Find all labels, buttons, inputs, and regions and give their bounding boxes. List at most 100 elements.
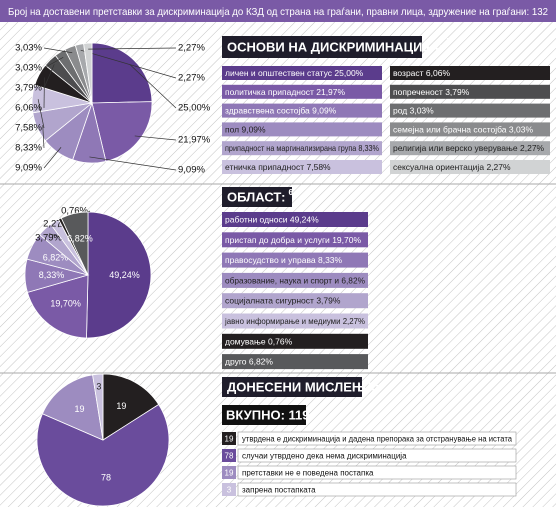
legend-box <box>222 313 368 329</box>
slice-label: 6,82% <box>67 234 93 244</box>
legend-category: работни односи <box>225 215 288 225</box>
slice-label: 2,27% <box>43 219 70 230</box>
legend-value: 2,27% <box>520 143 545 153</box>
leader-line <box>42 125 45 149</box>
legend-value: 8,33% <box>358 143 379 153</box>
slice-label: 3,79% <box>15 83 42 94</box>
legend-category: попреченост <box>393 87 443 97</box>
pie-slice <box>92 373 104 441</box>
legend-label: правосудство и управа 8,33% <box>225 255 343 265</box>
pie-slice <box>36 403 170 507</box>
legend-label: здравствена состојба 9,09% <box>225 106 337 116</box>
footnote-mark: 5 <box>446 37 451 46</box>
legend-category: сексуална ориентација <box>393 162 484 172</box>
legend-value: 6,06% <box>426 68 451 78</box>
pie-slice <box>41 374 104 441</box>
legend-value: 9,09% <box>241 125 266 135</box>
legend-label: припадност на маргинализирана група 8,33… <box>225 143 379 153</box>
legend-value: 19,70% <box>332 235 361 245</box>
legend-text-box <box>237 431 517 446</box>
legend-category: припадност на маргинализирана група <box>225 143 357 153</box>
legend-number-box <box>222 432 236 445</box>
legend-number-box <box>222 449 236 462</box>
legend-category: возраст <box>393 68 424 78</box>
pie-slice <box>86 211 152 339</box>
legend-box <box>390 160 550 174</box>
legend-label: запрена постапката <box>242 486 316 495</box>
pie-slice <box>26 274 89 339</box>
leader-line <box>37 99 45 129</box>
slice-label: 25,00% <box>178 103 211 114</box>
leader-line <box>43 57 64 69</box>
legend-label: семејна или брачна состојба 3,03% <box>393 125 533 135</box>
legend-category: личен и општествен статус <box>225 68 333 78</box>
slice-label: 0,76% <box>61 206 88 217</box>
legend-label: личен и општествен статус 25,00% <box>225 68 364 78</box>
legend-label: друго 6,82% <box>225 357 273 367</box>
legend-category: род <box>393 106 407 116</box>
slice-label: 6,82% <box>43 253 69 263</box>
legend-value: 2,27% <box>486 162 511 172</box>
legend-box <box>390 103 550 118</box>
legend-value: 3,03% <box>509 125 534 135</box>
legend-box <box>222 232 368 248</box>
slice-label: 3 <box>96 382 101 392</box>
legend-number: 3 <box>227 486 232 495</box>
legend-box <box>390 122 550 137</box>
legend-box <box>222 160 382 174</box>
section-title: ДОНЕСЕНИ МИСЛЕЊА: <box>227 379 379 394</box>
legend-label: работни односи 49,24% <box>225 215 319 225</box>
pie-slice <box>60 211 89 276</box>
leader-line <box>43 64 55 89</box>
legend-category: јавно информирање и медиуми <box>224 316 341 326</box>
legend-number-box <box>222 483 236 496</box>
legend-category: правосудство и управа <box>225 255 316 265</box>
legend-value: 6,82% <box>249 357 274 367</box>
legend-category: пол <box>225 125 239 135</box>
leader-line <box>43 47 73 54</box>
legend-label: пристап до добра и услуги 19,70% <box>225 235 361 245</box>
slice-label: 19 <box>116 401 126 411</box>
slice-label: 6,06% <box>15 103 42 114</box>
leader-line <box>89 156 177 171</box>
slice-label: 9,09% <box>15 163 42 174</box>
legend-label: род 3,03% <box>393 106 434 116</box>
pie-slice <box>83 42 93 104</box>
legend-label: возраст 6,06% <box>393 68 450 78</box>
legend-category: пристап до добра и услуги <box>225 235 330 245</box>
legend-box <box>222 66 382 80</box>
legend-box <box>390 66 550 80</box>
legend-category: образование, наука и спорт и <box>225 276 339 286</box>
legend-box <box>222 272 368 288</box>
legend-label: домување 0,76% <box>225 337 293 347</box>
legend-value: 0,76% <box>268 337 293 347</box>
slice-label: 78 <box>101 473 111 483</box>
slice-label: 3,03% <box>15 43 42 54</box>
section-title: ОСНОВИ НА ДИСКРИМИНАЦИЈА: <box>227 39 443 54</box>
title-banner <box>222 377 362 397</box>
legend-value: 8,33% <box>318 255 343 265</box>
legend-category: друго <box>225 357 247 367</box>
legend-box <box>222 354 368 370</box>
leader-line <box>80 49 177 79</box>
legend-text-box <box>237 465 517 480</box>
legend-category: социјалната сигурност <box>225 296 314 306</box>
legend-label: случаи утврдено дека нема дискриминација <box>242 452 407 461</box>
legend-box <box>222 84 382 99</box>
legend-label: социјалната сигурност 3,79% <box>225 296 341 306</box>
legend-category: религија или верско уверување <box>393 143 518 153</box>
legend-category: политичка припадност <box>225 87 314 97</box>
total-label: ВКУПНО: 119 <box>226 407 310 422</box>
legend-category: здравствена состојба <box>225 106 310 116</box>
legend-label: образование, наука и спорт и 6,82% <box>225 276 365 286</box>
legend-box <box>390 141 550 156</box>
slice-label: 9,09% <box>178 165 205 176</box>
slice-label: 3,79% <box>35 233 62 244</box>
legend-value: 6,82% <box>341 276 365 286</box>
legend-value: 3,79% <box>316 296 341 306</box>
legend-value: 25,00% <box>334 68 363 78</box>
slice-label: 8,33% <box>39 270 65 280</box>
slice-label: 2,27% <box>178 73 205 84</box>
title-banner <box>222 187 292 207</box>
